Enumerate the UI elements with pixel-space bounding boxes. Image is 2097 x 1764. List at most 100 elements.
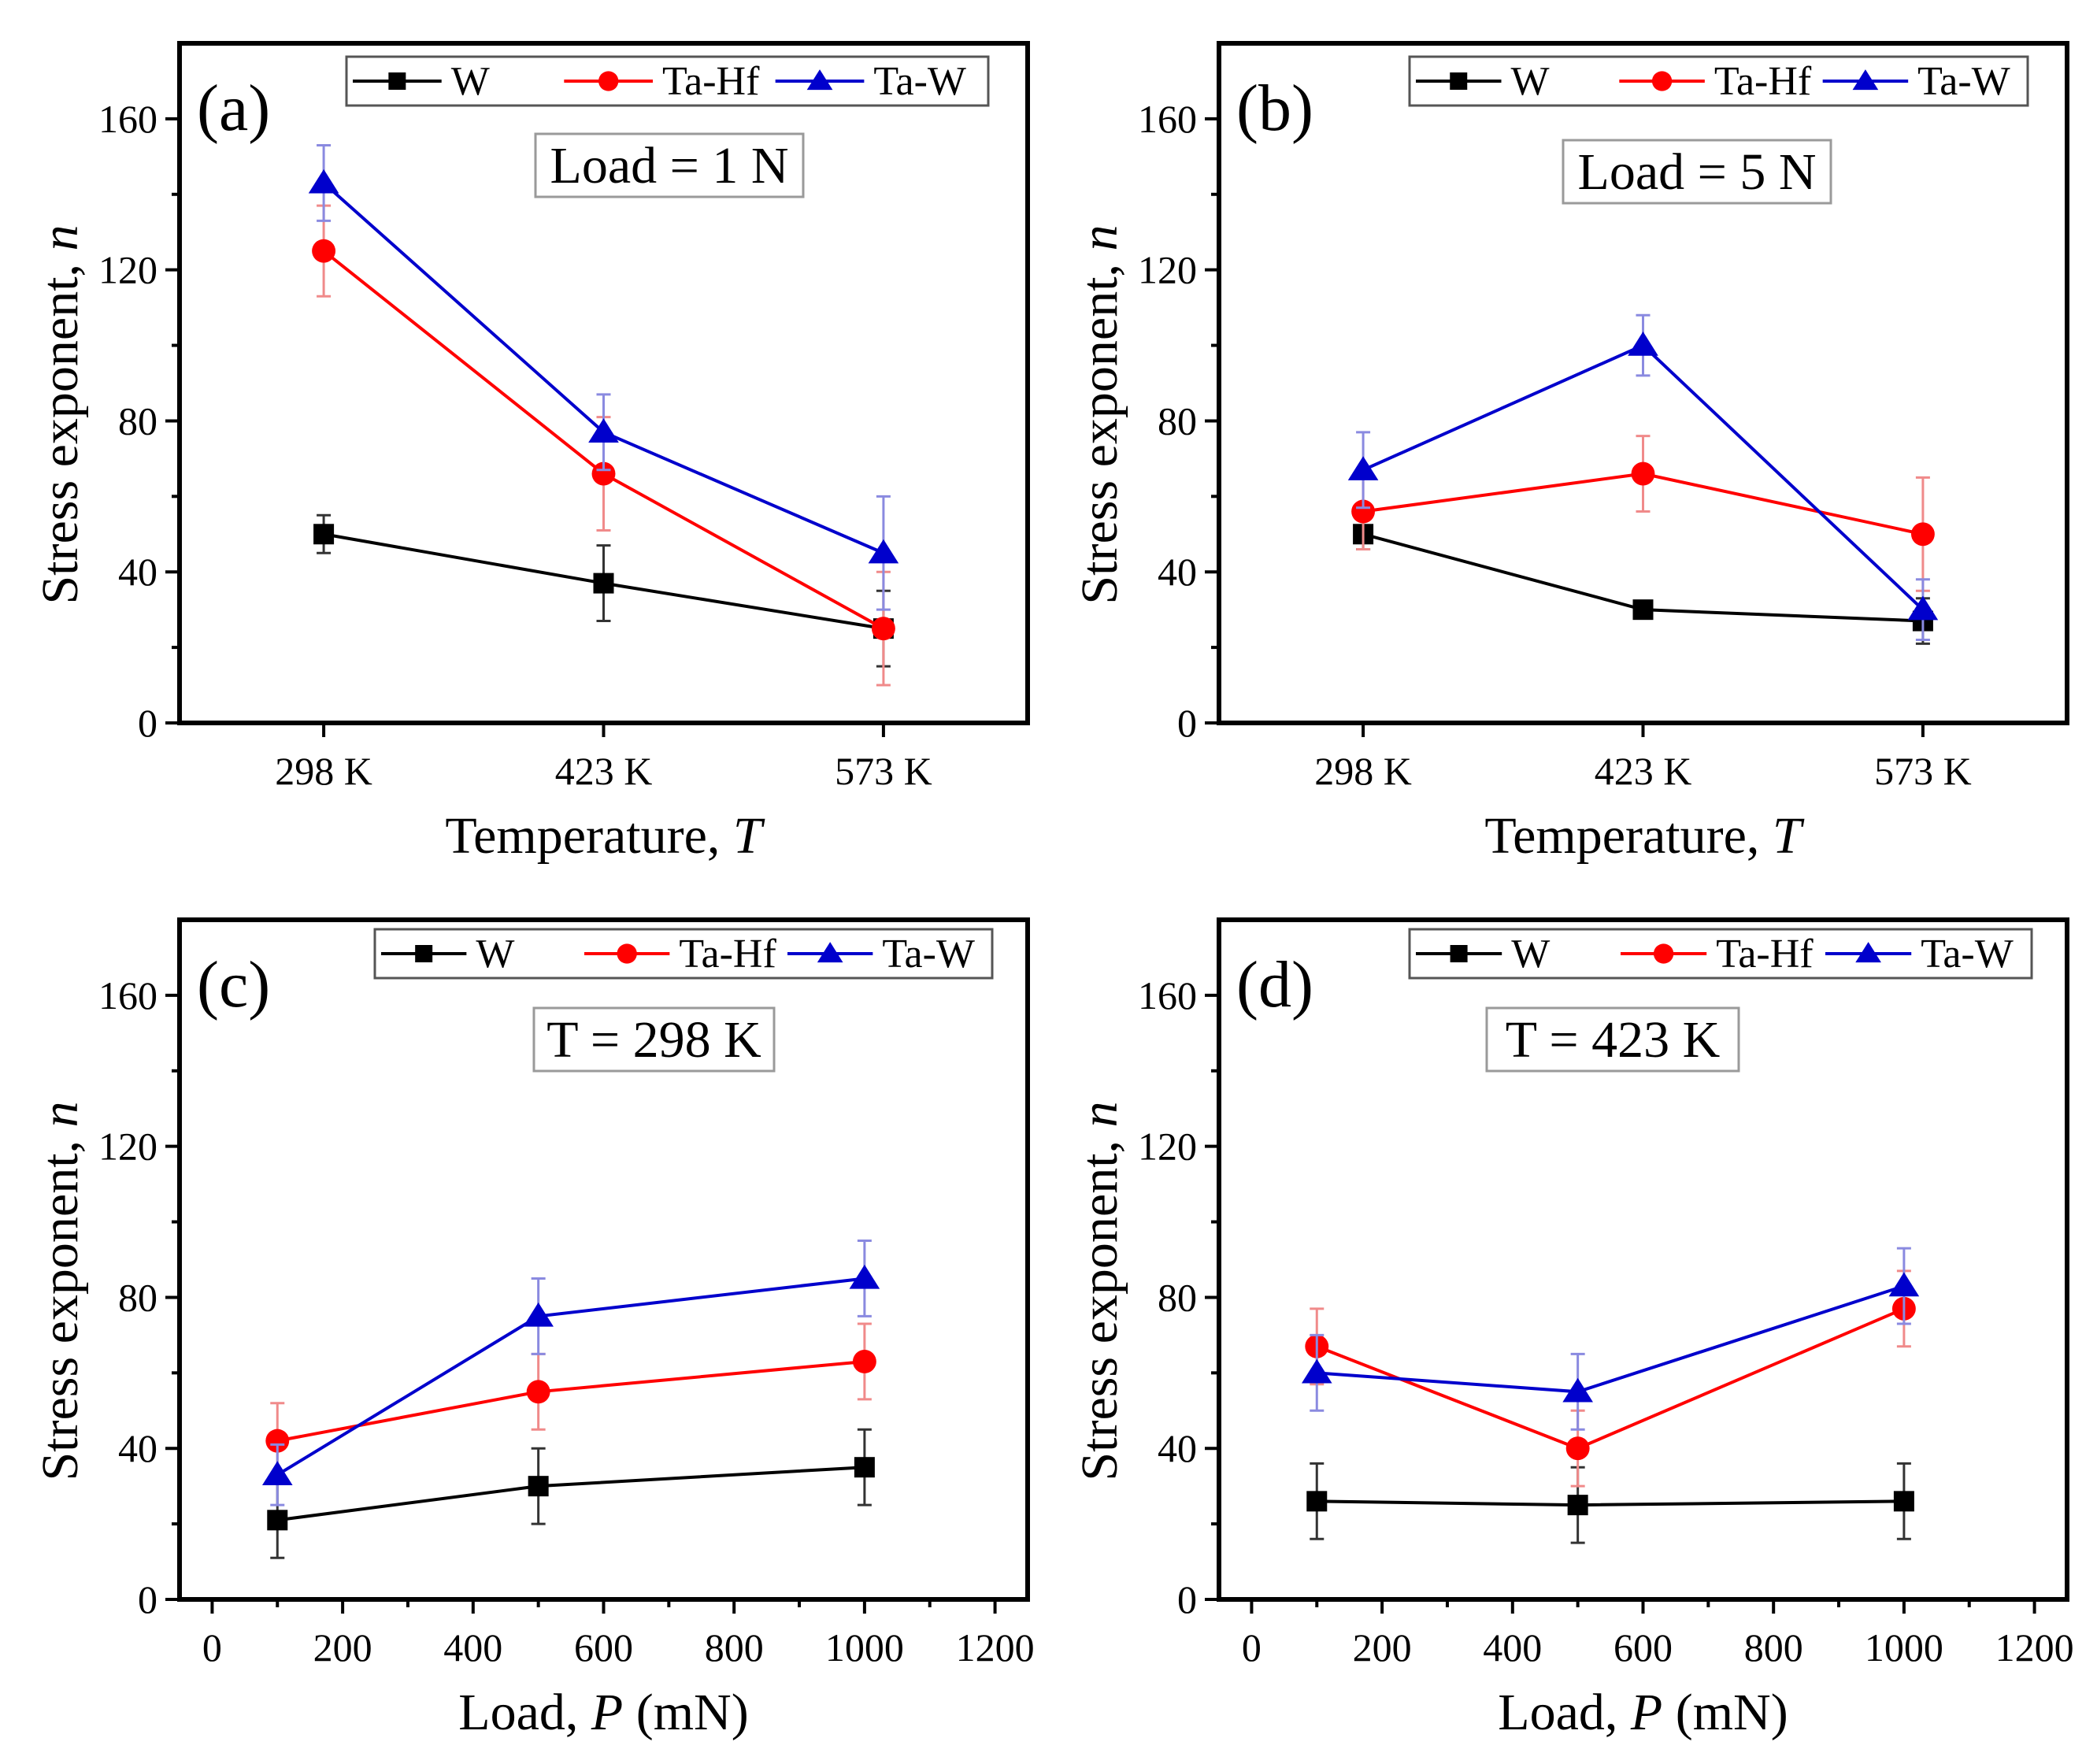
y-tick-label: 120 bbox=[98, 1125, 157, 1169]
series-line-w bbox=[1317, 1499, 1904, 1507]
data-point-w bbox=[528, 1476, 549, 1497]
condition-box bbox=[1562, 139, 1832, 205]
data-point-w bbox=[313, 524, 335, 545]
legend-label-ta-hf: Ta-Hf bbox=[1716, 932, 1814, 976]
y-tick-label: 40 bbox=[118, 1426, 157, 1470]
x-tick-label: 200 bbox=[1353, 1625, 1412, 1670]
y-axis-label-variable: n bbox=[1071, 224, 1128, 250]
x-axis-label-variable: T bbox=[1773, 807, 1805, 865]
x-axis-label-text: Temperature, bbox=[445, 807, 733, 865]
data-point-ta-hf bbox=[1631, 461, 1655, 486]
condition-label: Load = 5 N bbox=[1578, 143, 1817, 201]
x-axis-label-text: Load, bbox=[458, 1684, 591, 1741]
legend-marker-ta-hf bbox=[1653, 943, 1674, 964]
data-point-ta-w bbox=[868, 539, 899, 564]
x-tick-label: 298 K bbox=[275, 749, 372, 793]
x-tick-label: 573 K bbox=[1874, 749, 1972, 793]
x-tick-label: 423 K bbox=[555, 749, 653, 793]
x-axis-label: Load, P (mN) bbox=[458, 1684, 748, 1741]
y-axis-label-text: Stress exponent, bbox=[1071, 250, 1128, 604]
panel-3: 0 40 80 120 160 0 200 400 600 800 1000 1200 Load, P … bbox=[31, 917, 1035, 1741]
legend-marker-ta-w bbox=[1855, 942, 1881, 963]
x-axis-label-text: Load, bbox=[1498, 1684, 1631, 1741]
data-point-ta-hf bbox=[265, 1429, 290, 1453]
legend-label-w: W bbox=[451, 59, 490, 104]
x-axis-label: Load, P (mN) bbox=[1498, 1684, 1788, 1741]
legend-box bbox=[1408, 55, 2029, 107]
series-line-ta-hf bbox=[276, 1359, 865, 1443]
data-point-w bbox=[267, 1510, 288, 1531]
data-point-ta-w bbox=[261, 1461, 293, 1485]
panel-2: 0 40 80 120 160 298 K 423 K 573 K Temperature, T… bbox=[1071, 41, 2069, 865]
x-tick-label: 1200 bbox=[1995, 1625, 2074, 1670]
series-ta-w bbox=[308, 143, 899, 611]
y-tick-label: 80 bbox=[118, 398, 157, 443]
data-point-ta-w bbox=[1628, 332, 1658, 356]
y-tick-label: 0 bbox=[138, 701, 157, 745]
series-w bbox=[267, 1428, 875, 1559]
legend-marker-w bbox=[1450, 945, 1468, 962]
condition-label: Load = 1 N bbox=[550, 137, 789, 195]
series-ta-w bbox=[1301, 1247, 1920, 1431]
legend-marker-ta-w bbox=[817, 942, 843, 963]
condition-box bbox=[532, 1006, 776, 1073]
x-tick-label: 1200 bbox=[956, 1625, 1035, 1670]
data-point-ta-w bbox=[523, 1302, 554, 1327]
x-tick-label: 800 bbox=[705, 1625, 764, 1670]
data-point-ta-hf bbox=[871, 617, 895, 641]
condition-box bbox=[1485, 1006, 1740, 1073]
panel-1: 0 40 80 120 160 298 K 423 K 573 K Temperature, T… bbox=[31, 41, 1030, 865]
legend-marker-ta-w bbox=[806, 69, 833, 91]
legend-marker-ta-w bbox=[1852, 69, 1879, 91]
x-axis-label: Temperature, T bbox=[1484, 807, 1805, 865]
x-tick-label: 423 K bbox=[1595, 749, 1692, 793]
x-tick-label: 0 bbox=[202, 1625, 222, 1670]
y-tick-label: 0 bbox=[1177, 1577, 1197, 1621]
legend-label-ta-w: Ta-W bbox=[873, 59, 966, 104]
x-tick-label: 400 bbox=[443, 1625, 502, 1670]
y-tick-label: 40 bbox=[1158, 550, 1197, 594]
y-axis-label: Stress exponent, n bbox=[31, 224, 89, 604]
data-point-w bbox=[1893, 1491, 1914, 1512]
data-point-w bbox=[1567, 1495, 1588, 1516]
y-tick-label: 40 bbox=[1158, 1426, 1197, 1470]
x-tick-label: 1000 bbox=[1865, 1625, 1943, 1670]
legend-marker-w bbox=[1450, 72, 1468, 90]
data-point-w bbox=[1306, 1491, 1328, 1512]
data-point-ta-w bbox=[849, 1264, 880, 1289]
legend-marker-w bbox=[388, 72, 406, 90]
y-tick-label: 120 bbox=[1138, 1125, 1197, 1169]
data-point-w bbox=[593, 573, 614, 594]
legend-marker-ta-hf bbox=[1651, 71, 1673, 91]
panel-label: (a) bbox=[197, 72, 270, 145]
x-tick-label: 1000 bbox=[825, 1625, 904, 1670]
legend-label-w: W bbox=[1511, 932, 1550, 976]
data-point-ta-hf bbox=[1351, 499, 1376, 524]
y-axis-label: Stress exponent, n bbox=[1071, 1101, 1128, 1480]
data-point-w bbox=[854, 1457, 875, 1478]
series-line-ta-w bbox=[1317, 1284, 1905, 1394]
x-axis-label-variable: P bbox=[1630, 1684, 1662, 1741]
x-axis-label: Temperature, T bbox=[445, 807, 765, 865]
x-axis-label-unit: (mN) bbox=[623, 1684, 748, 1741]
data-point-ta-hf bbox=[526, 1380, 550, 1404]
series-line-ta-w bbox=[276, 1277, 865, 1477]
panel-label: (c) bbox=[197, 948, 270, 1021]
data-point-ta-hf bbox=[1565, 1436, 1590, 1461]
x-axis-label-unit: (mN) bbox=[1662, 1684, 1788, 1741]
x-axis-label-variable: P bbox=[591, 1684, 623, 1741]
x-tick-label: 600 bbox=[574, 1625, 633, 1670]
series-ta-hf bbox=[1351, 435, 1935, 592]
y-axis-label: Stress exponent, n bbox=[1071, 224, 1128, 604]
y-axis-label-text: Stress exponent, bbox=[31, 1127, 89, 1480]
x-tick-label: 0 bbox=[1242, 1625, 1262, 1670]
legend-label-ta-w: Ta-W bbox=[1921, 932, 2014, 976]
legend-marker-ta-hf bbox=[617, 943, 637, 964]
x-tick-label: 600 bbox=[1614, 1625, 1673, 1670]
series-ta-w bbox=[261, 1240, 880, 1506]
y-tick-label: 80 bbox=[118, 1275, 157, 1319]
y-tick-label: 0 bbox=[138, 1577, 157, 1621]
y-axis-label-variable: n bbox=[31, 1101, 89, 1127]
y-tick-label: 160 bbox=[1138, 973, 1197, 1017]
